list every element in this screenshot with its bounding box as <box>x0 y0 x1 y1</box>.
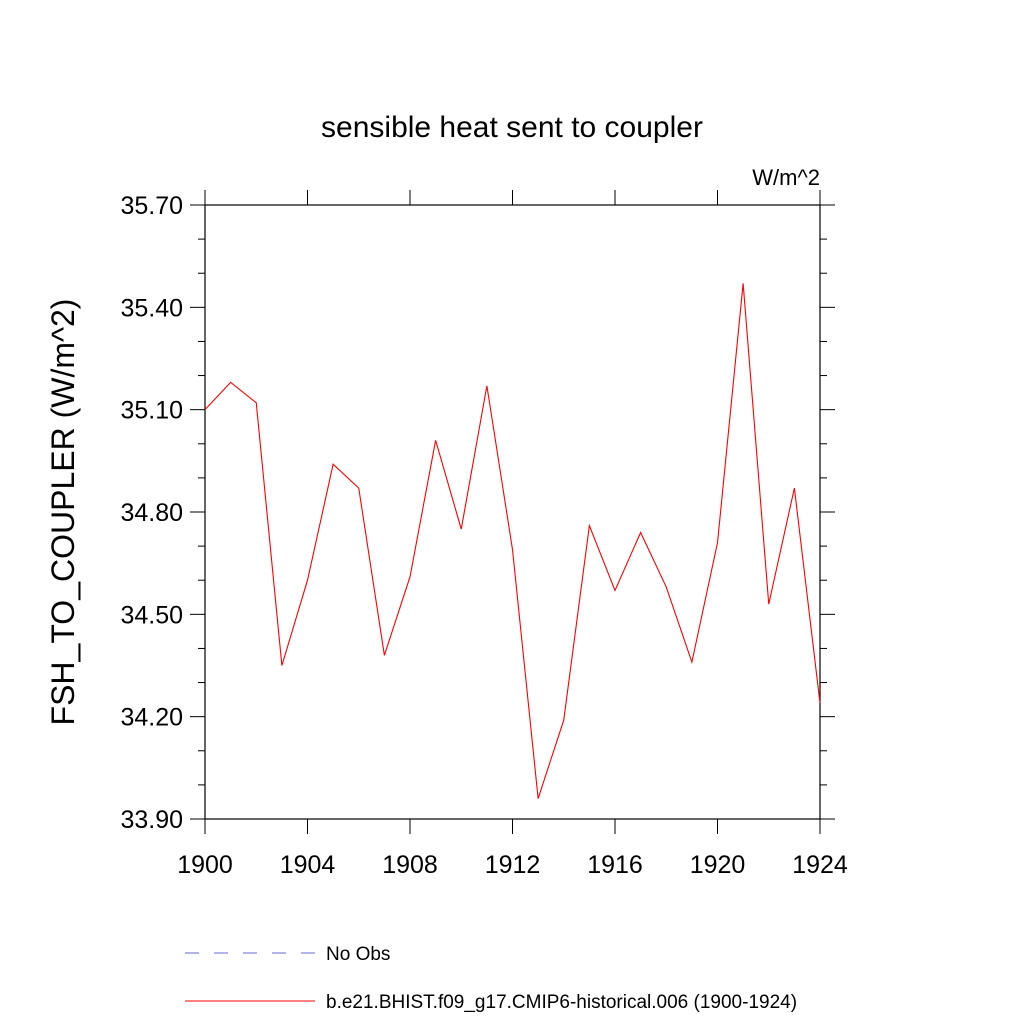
x-axis: 1900 1904 1908 1912 1916 1920 1924 <box>177 190 848 879</box>
y-tick-label: 34.20 <box>120 704 183 732</box>
x-tick-label: 1912 <box>485 851 541 879</box>
y-axis: 33.90 34.20 34.50 34.80 35.10 35.40 35.70 <box>120 192 835 834</box>
x-tick-label: 1908 <box>382 851 438 879</box>
x-tick-label: 1924 <box>792 851 848 879</box>
legend: No Obs b.e21.BHIST.f09_g17.CMIP6-histori… <box>185 944 797 1013</box>
x-tick-label: 1904 <box>280 851 336 879</box>
legend-label-no-obs: No Obs <box>326 944 390 965</box>
x-tick-label: 1900 <box>177 851 233 879</box>
y-tick-label: 35.40 <box>120 294 183 322</box>
series-line <box>204 283 821 799</box>
chart-title: sensible heat sent to coupler <box>321 111 703 144</box>
y-tick-label: 35.10 <box>120 397 183 425</box>
y-tick-label: 34.50 <box>120 601 183 629</box>
y-tick-label: 35.70 <box>120 192 183 220</box>
y-axis-label: FSH_TO_COUPLER (W/m^2) <box>45 299 81 726</box>
y-tick-label: 33.90 <box>120 806 183 834</box>
x-tick-label: 1920 <box>690 851 746 879</box>
legend-label-historical: b.e21.BHIST.f09_g17.CMIP6-historical.006… <box>326 992 797 1013</box>
y-tick-label: 34.80 <box>120 499 183 527</box>
x-tick-label: 1916 <box>587 851 643 879</box>
plot-frame <box>204 204 821 820</box>
plot-area <box>204 283 821 799</box>
units-label: W/m^2 <box>752 165 820 190</box>
